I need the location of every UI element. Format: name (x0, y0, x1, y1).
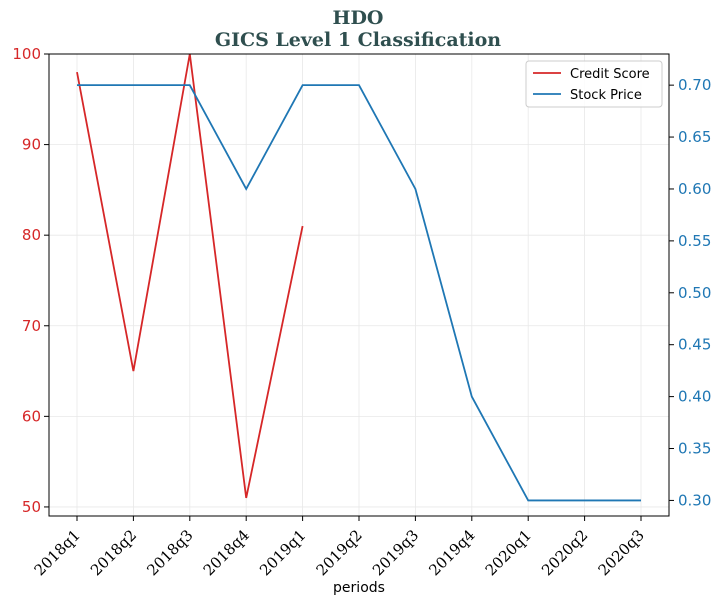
x-tick-label: 2019q1 (256, 526, 309, 579)
right-y-axis: 0.30 0.35 0.40 0.45 0.50 0.55 0.60 0.65 0.70 (669, 76, 711, 509)
right-y-tick-label: 0.65 (678, 128, 711, 146)
right-y-tick-label: 0.45 (678, 336, 711, 354)
right-y-tick-label: 0.35 (678, 440, 711, 458)
legend-label: Stock Price (570, 88, 642, 103)
left-y-tick-label: 100 (12, 45, 41, 63)
x-axis: 2018q1 2018q2 2018q3 2018q4 2019q1 2019q2 2019… (31, 516, 648, 579)
x-tick-label: 2020q1 (482, 526, 535, 579)
x-tick-label: 2018q1 (31, 526, 84, 579)
left-y-tick-label: 60 (22, 407, 41, 425)
x-axis-label: periods (333, 580, 385, 596)
x-tick-label: 2019q4 (425, 526, 478, 579)
right-y-tick-label: 0.50 (678, 284, 711, 302)
x-tick-label: 2020q2 (538, 526, 591, 579)
chart-subtitle: GICS Level 1 Classification (215, 29, 501, 51)
right-y-tick-label: 0.70 (678, 76, 711, 94)
x-tick-label: 2019q3 (369, 526, 422, 579)
x-tick-label: 2018q4 (200, 526, 253, 579)
grid (49, 53, 669, 516)
chart-title: HDO (333, 7, 384, 29)
right-y-tick-label: 0.60 (678, 180, 711, 198)
left-y-axis: 50 60 70 80 90 100 (12, 45, 49, 516)
left-y-tick-label: 70 (22, 317, 41, 335)
series-line-stock-price (77, 84, 641, 502)
right-y-tick-label: 0.40 (678, 388, 711, 406)
left-y-tick-label: 80 (22, 226, 41, 244)
legend: Credit Score Stock Price (525, 60, 663, 108)
x-tick-label: 2019q2 (313, 526, 366, 579)
left-y-tick-label: 90 (22, 136, 41, 154)
right-y-tick-label: 0.55 (678, 232, 711, 250)
x-tick-label: 2018q3 (143, 526, 196, 579)
x-tick-label: 2018q2 (87, 526, 140, 579)
x-tick-label: 2020q3 (595, 526, 648, 579)
right-y-tick-label: 0.30 (678, 491, 711, 509)
legend-label: Credit Score (570, 67, 650, 82)
left-y-tick-label: 50 (22, 498, 41, 516)
